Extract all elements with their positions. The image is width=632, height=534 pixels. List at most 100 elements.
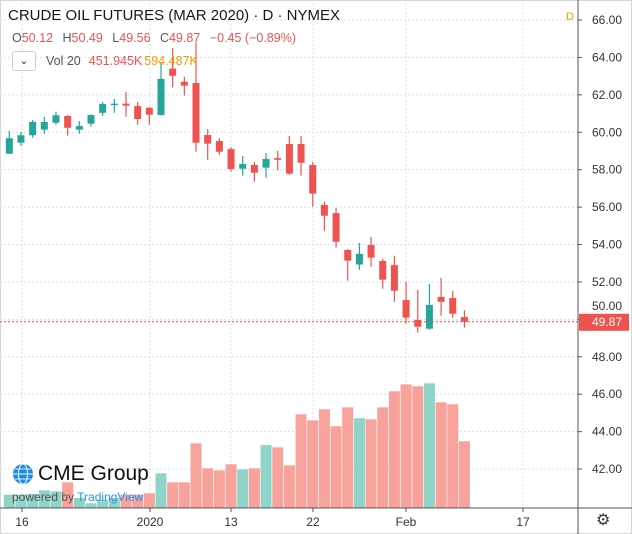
x-tick-label: 17 [516, 515, 530, 529]
candle-body [52, 115, 60, 123]
candle-body [204, 135, 212, 144]
candle-body [134, 106, 142, 119]
volume-bar [237, 469, 249, 508]
volume-bar [38, 490, 50, 508]
volume-bar [423, 383, 435, 508]
x-tick-label: 22 [306, 515, 320, 529]
candle-body [122, 103, 130, 106]
volume-bar [50, 491, 62, 508]
change-value: −0.45 (−0.89%) [209, 31, 296, 45]
volume-bar [62, 482, 74, 508]
volume-bar [213, 470, 225, 508]
candle-body [285, 144, 293, 174]
logo-text: CME Group [38, 462, 149, 485]
powered-by[interactable]: powered by TradingView [12, 490, 143, 504]
y-tick-label: 44.00 [592, 425, 622, 439]
low-label: L [112, 31, 120, 45]
candle-body [215, 141, 223, 152]
volume-bar [388, 391, 400, 508]
high-label: H [62, 31, 72, 45]
volume-bar [435, 402, 447, 508]
candle-body [367, 245, 375, 258]
y-tick-label: 48.00 [592, 350, 622, 364]
last-price-badge [579, 313, 629, 331]
candle-body [64, 115, 72, 128]
volume-value: 451.945K [88, 53, 143, 68]
candle-body [157, 78, 165, 116]
candle-body [239, 164, 247, 169]
volume-bar [27, 493, 39, 508]
candle-body [355, 253, 363, 265]
volume-bar [143, 493, 155, 508]
candle-body [460, 317, 468, 322]
symbol-title[interactable]: CRUDE OIL FUTURES (MAR 2020) · D · NYMEX [8, 7, 340, 24]
candle-body [425, 304, 433, 329]
volume-bar [283, 465, 295, 508]
candle-body [297, 144, 305, 163]
candle-body [99, 104, 107, 113]
volume-bar [15, 494, 27, 508]
cme-logo[interactable]: CME Group [12, 462, 149, 486]
volume-label: Vol 20 [46, 53, 81, 68]
x-tick-label: Feb [396, 515, 417, 529]
x-tick-label: 13 [224, 515, 238, 529]
candle-body [414, 319, 422, 327]
last-price-label: 49.87 [592, 315, 622, 329]
candle-body [262, 159, 270, 168]
volume-legend: ⌄ Vol 20 451.945K 594.487K [12, 51, 198, 71]
volume-bar [167, 482, 179, 508]
volume-bar [342, 407, 354, 508]
volume-bar [248, 468, 260, 508]
y-tick-label: 56.00 [592, 200, 622, 214]
volume-bar [3, 494, 15, 508]
collapse-legend-button[interactable]: ⌄ [12, 51, 36, 71]
interval-badge: D [566, 11, 574, 23]
close-value: 49.87 [169, 31, 201, 45]
candle-body [87, 115, 95, 124]
volume-bar [272, 447, 284, 508]
close-label: C [160, 31, 170, 45]
volume-bar [365, 419, 377, 508]
candle-body [379, 260, 387, 280]
candle-body [40, 121, 48, 130]
tradingview-link[interactable]: TradingView [77, 490, 144, 504]
x-tick-label: 16 [15, 515, 29, 529]
volume-bar [400, 384, 412, 508]
candle-body [274, 158, 282, 160]
ohlc-legend: O50.12 H50.49 L49.56 C49.87 −0.45 (−0.89… [12, 31, 302, 46]
candle-body [145, 107, 153, 115]
y-tick-label: 42.00 [592, 462, 622, 476]
volume-bar [120, 494, 132, 508]
candle-body [449, 298, 457, 314]
candle-body [320, 205, 328, 216]
volume-bar [73, 497, 85, 508]
candle-body [5, 138, 13, 154]
y-tick-label: 54.00 [592, 238, 622, 252]
open-value: 50.12 [21, 31, 54, 45]
y-tick-label: 66.00 [592, 13, 622, 27]
y-tick-label: 62.00 [592, 88, 622, 102]
volume-bar [85, 503, 97, 508]
y-tick-label: 52.00 [592, 275, 622, 289]
high-value: 50.49 [71, 31, 103, 45]
y-tick-label: 60.00 [592, 125, 622, 139]
candle-body [402, 300, 410, 318]
volume-bar [353, 418, 365, 508]
candle-body [227, 149, 235, 169]
candle-body [250, 165, 258, 173]
settings-gear-icon[interactable]: ⚙ [596, 512, 611, 529]
volume-bar [190, 443, 202, 508]
candle-body [344, 249, 352, 261]
candle-body [309, 165, 317, 194]
candle-body [110, 103, 118, 106]
volume-bar [155, 473, 167, 508]
y-tick-label: 58.00 [592, 163, 622, 177]
candle-body [437, 296, 445, 302]
chevron-down-icon: ⌄ [19, 54, 29, 67]
volume-bar [202, 468, 214, 508]
volume-bar [377, 407, 389, 508]
volume-bar [330, 426, 342, 508]
candle-body [332, 213, 340, 242]
volume-bar [97, 499, 109, 508]
